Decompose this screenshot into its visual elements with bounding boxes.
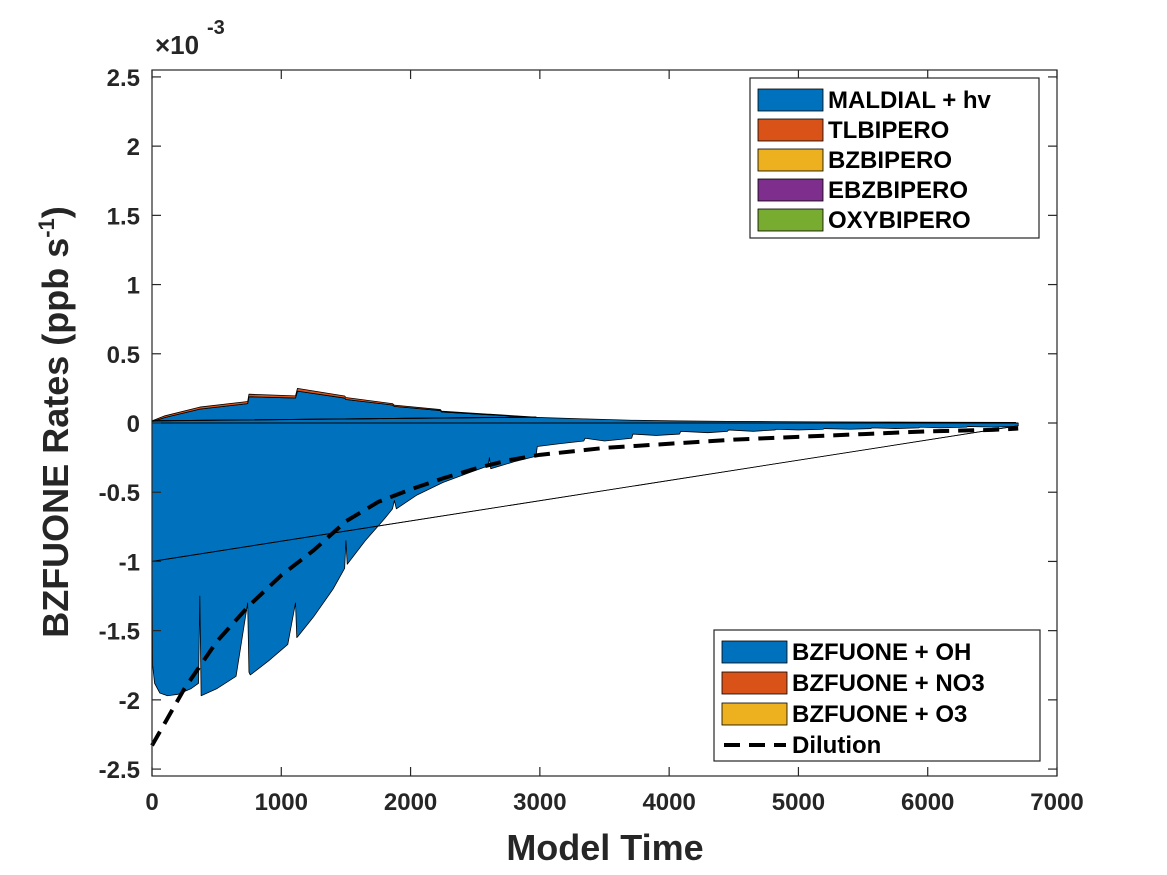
y-tick-label: -2 bbox=[119, 688, 140, 715]
loss-area-bzfuone-o3 bbox=[151, 425, 1019, 562]
legend-label-oxybipero: OXYBIPERO bbox=[828, 207, 971, 234]
y-axis-title-group: BZFUONE Rates (ppb s-1) bbox=[34, 206, 76, 638]
dilution-line bbox=[150, 426, 1019, 747]
x-tick-label: 7000 bbox=[1030, 789, 1083, 816]
y-tick-label: 0.5 bbox=[107, 342, 140, 369]
legend-swatch-bzfuone-o3 bbox=[721, 702, 788, 726]
production-area-oxybipero bbox=[151, 416, 537, 422]
x-tick-label: 1000 bbox=[255, 789, 308, 816]
x-tick-label: 5000 bbox=[772, 789, 825, 816]
x-tick-label: 6000 bbox=[901, 789, 954, 816]
legend-swatch-ebzbipero bbox=[757, 178, 824, 202]
legend-label-tlbipero: TLBIPERO bbox=[828, 117, 949, 144]
y-multiplier-exponent: -3 bbox=[207, 17, 225, 39]
production-legend: MALDIAL + hv TLBIPERO BZBIPERO EBZBIPERO OXY… bbox=[749, 77, 1040, 239]
y-axis-title: BZFUONE Rates (ppb s-1) bbox=[34, 206, 76, 638]
legend-label-ebzbipero: EBZBIPERO bbox=[828, 177, 968, 204]
x-tick-label: 2000 bbox=[384, 789, 437, 816]
loss-areas-group bbox=[151, 422, 1019, 697]
y-axis-title-close: ) bbox=[35, 206, 76, 218]
legend-swatch-bzfuone-oh bbox=[721, 640, 788, 664]
legend-swatch-bzbipero bbox=[757, 148, 824, 172]
legend-label-maldial-hv: MALDIAL + hv bbox=[828, 87, 992, 114]
y-axis-title-main: BZFUONE Rates (ppb s bbox=[35, 238, 76, 638]
x-tick-label: 4000 bbox=[642, 789, 695, 816]
y-tick-label: 1.5 bbox=[107, 203, 140, 230]
x-axis-title: Model Time bbox=[506, 827, 703, 868]
legend-label-bzfuone-o3: BZFUONE + O3 bbox=[792, 701, 967, 728]
y-tick-label: 0 bbox=[127, 411, 140, 438]
y-tick-label: -1 bbox=[119, 549, 140, 576]
x-tick-label: 0 bbox=[145, 789, 158, 816]
dilution-line-group bbox=[150, 426, 1019, 747]
y-tick-label: 1 bbox=[127, 273, 140, 300]
y-axis-title-exponent: -1 bbox=[34, 218, 59, 238]
legend-swatch-oxybipero bbox=[757, 208, 824, 232]
x-tick-label: 3000 bbox=[513, 789, 566, 816]
loss-legend: BZFUONE + OH BZFUONE + NO3 BZFUONE + O3 Dil… bbox=[713, 629, 1041, 762]
y-tick-label: 2.5 bbox=[107, 65, 140, 92]
legend-label-bzfuone-oh: BZFUONE + OH bbox=[792, 639, 971, 666]
loss-area-bzfuone-oh bbox=[151, 422, 1019, 697]
y-tick-label: -2.5 bbox=[99, 757, 140, 784]
legend-label-dilution: Dilution bbox=[792, 732, 881, 759]
y-tick-label: -0.5 bbox=[99, 480, 140, 507]
legend-swatch-tlbipero bbox=[757, 118, 824, 142]
y-tick-label: -1.5 bbox=[99, 619, 140, 646]
y-tick-label: 2 bbox=[127, 134, 140, 161]
y-multiplier-base: ×10 bbox=[155, 30, 199, 60]
y-tick-group: 2.5 2 1.5 1 0.5 0 -0.5 -1 -1.5 -2 -2.5 bbox=[99, 65, 1057, 784]
legend-swatch-maldial-hv bbox=[757, 88, 824, 112]
x-tick-group: 0 1000 2000 3000 4000 5000 6000 7000 bbox=[145, 70, 1084, 816]
legend-swatch-bzfuone-no3 bbox=[721, 671, 788, 695]
legend-label-bzbipero: BZBIPERO bbox=[828, 147, 952, 174]
legend-label-bzfuone-no3: BZFUONE + NO3 bbox=[792, 670, 985, 697]
